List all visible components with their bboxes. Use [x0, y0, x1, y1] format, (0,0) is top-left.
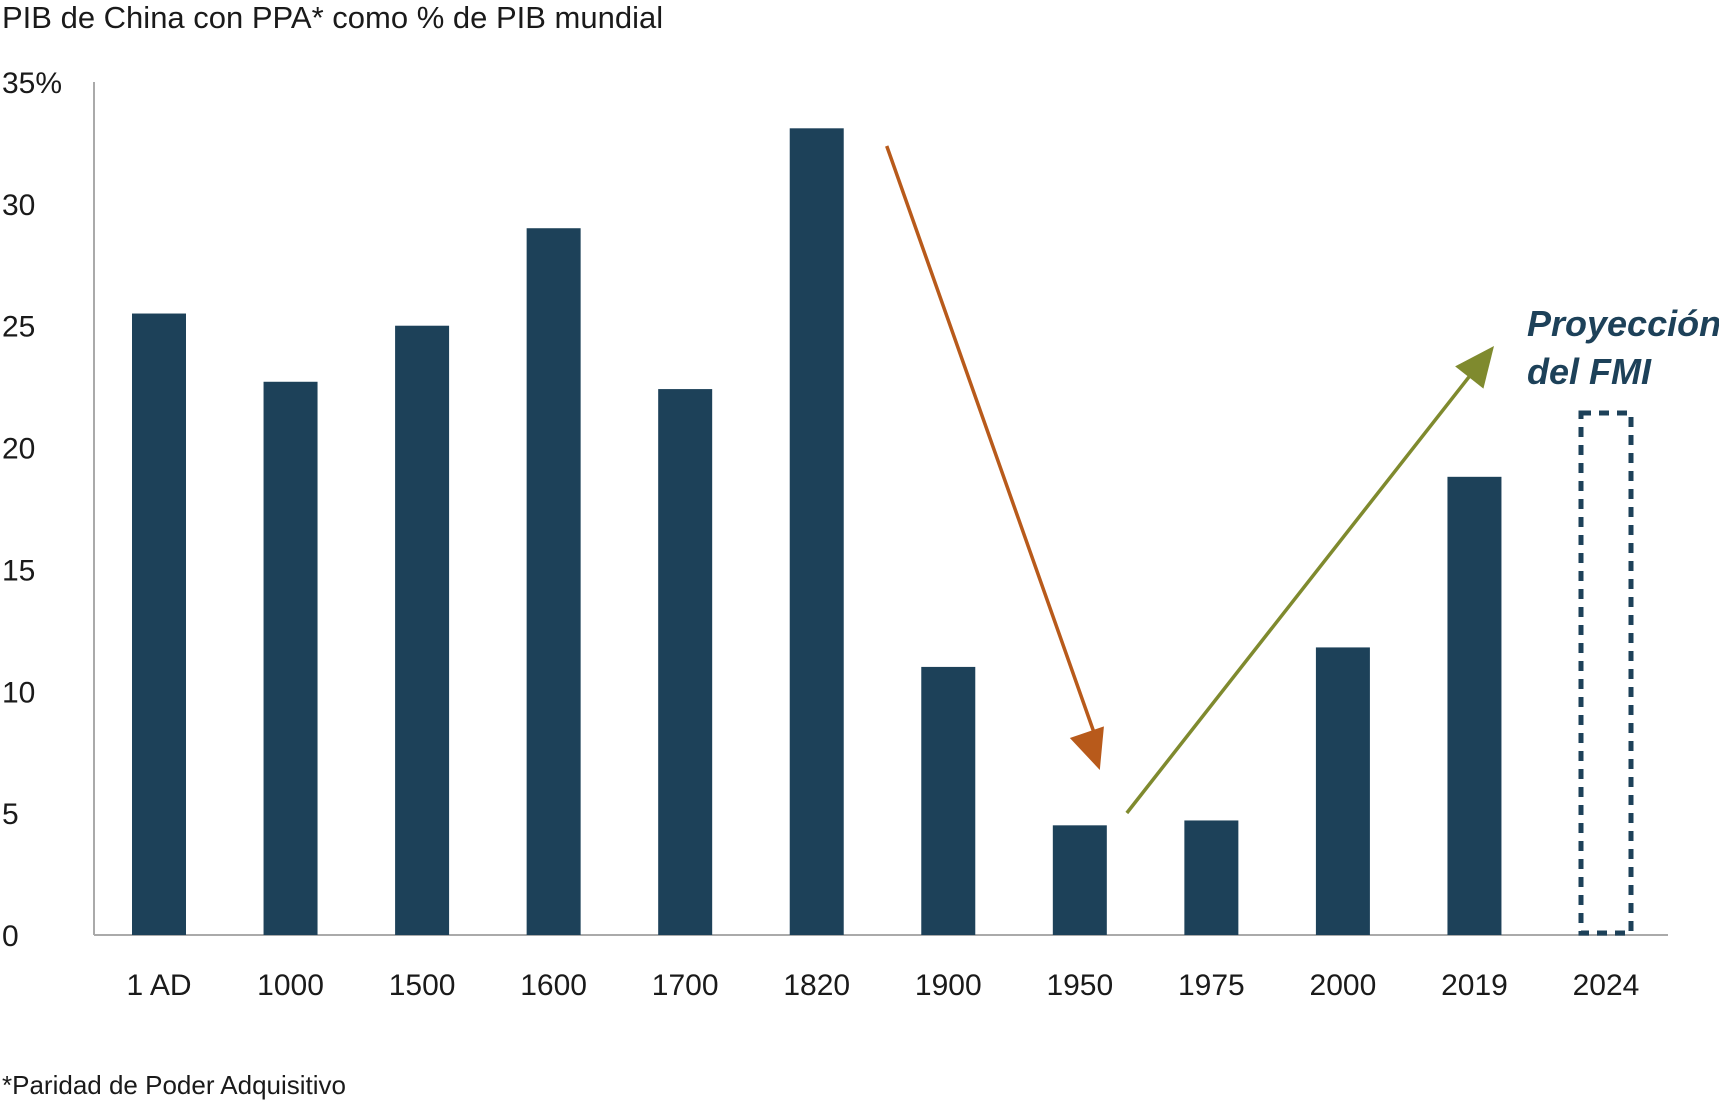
bar	[132, 313, 186, 935]
trend-arrows	[885, 145, 1494, 815]
rise-arrow-line	[1125, 366, 1478, 815]
x-tick-label: 1000	[257, 969, 324, 1002]
decline-arrow-head	[1069, 726, 1104, 770]
x-axis: 1 AD 1000 1500 1600 1700 1820 1900 1950 1975 2000…	[94, 934, 1668, 1002]
imf-projection-label: Proyección del FMI	[1527, 300, 1719, 396]
projection-bar-outline	[1578, 410, 1634, 936]
y-tick-label: 30	[2, 189, 35, 222]
imf-projection-label-line2: del FMI	[1527, 351, 1651, 392]
y-tick-label: 0	[2, 920, 19, 953]
x-tick-label: 1 AD	[126, 969, 191, 1002]
rise-arrow-head	[1455, 346, 1494, 389]
y-tick-label: 15	[2, 554, 35, 587]
bar	[1447, 476, 1502, 935]
y-tick-label: 35%	[2, 67, 62, 100]
y-tick-label: 20	[2, 433, 35, 466]
x-tick-label: 2024	[1573, 969, 1640, 1002]
x-tick-label: 1500	[389, 969, 456, 1002]
x-tick-label: 1950	[1046, 969, 1113, 1002]
chart-title: PIB de China con PPA* como % de PIB mund…	[2, 0, 664, 35]
bar	[526, 228, 581, 935]
bar	[921, 666, 976, 935]
x-tick-label: 1975	[1178, 969, 1245, 1002]
x-tick-label: 2019	[1441, 969, 1508, 1002]
bar	[658, 389, 713, 936]
x-tick-label: 1900	[915, 969, 982, 1002]
bar	[789, 128, 844, 935]
decline-arrow-line	[885, 145, 1096, 733]
bar	[395, 325, 450, 935]
y-tick-label: 25	[2, 311, 35, 344]
y-tick-label: 10	[2, 676, 35, 709]
x-tick-label: 1820	[783, 969, 850, 1002]
bar	[1315, 647, 1370, 935]
bar	[1184, 820, 1239, 935]
y-axis: 0 5 10 15 20 25 30 35%	[2, 67, 95, 953]
footnote: *Paridad de Poder Adquisitivo	[2, 1070, 347, 1100]
y-tick-label: 5	[2, 798, 19, 831]
bar	[1052, 825, 1107, 935]
x-tick-label: 1700	[652, 969, 719, 1002]
imf-projection-label-line1: Proyección	[1527, 303, 1719, 344]
bars	[132, 128, 1634, 936]
bar	[263, 381, 318, 936]
x-tick-label: 1600	[520, 969, 587, 1002]
x-tick-label: 2000	[1310, 969, 1377, 1002]
